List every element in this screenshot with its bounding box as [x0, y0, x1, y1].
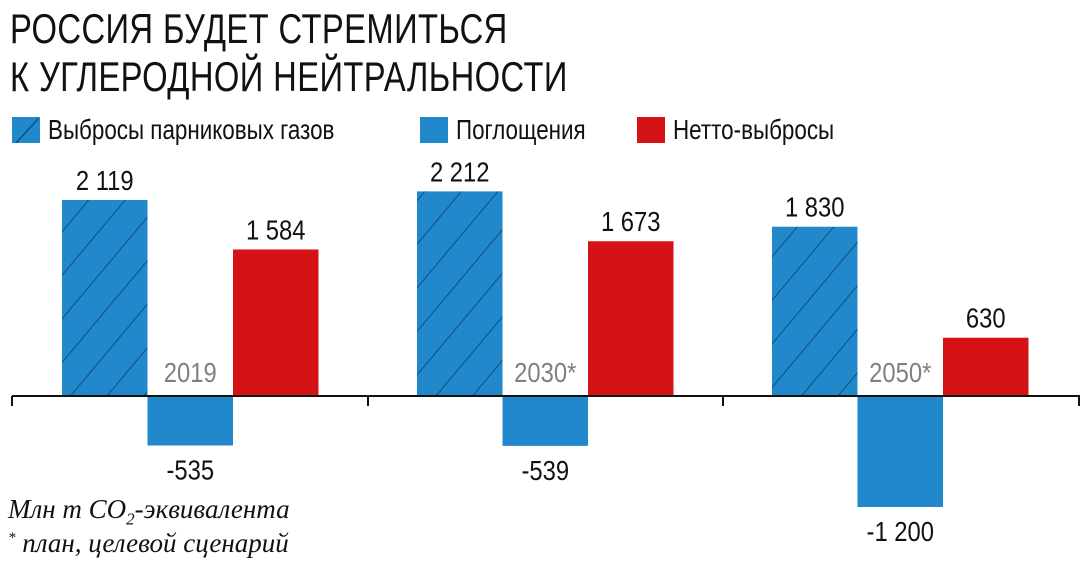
unit-note: Млн т CO2-эквивалента: [8, 494, 290, 529]
bar-emissions: [772, 226, 858, 396]
footnote-asterisk: *: [8, 530, 16, 546]
legend-item-emissions: Выбросы парниковых газов: [12, 114, 406, 146]
value-label: 1 584: [246, 214, 306, 246]
bar-emissions: [417, 191, 503, 396]
footnote-text: план, целевой сценарий: [15, 528, 289, 558]
chart-title-line-2: К УГЛЕРОДНОЙ НЕЙТРАЛЬНОСТИ: [10, 53, 568, 100]
bar-emissions: [62, 199, 148, 396]
bar-net: [233, 249, 319, 396]
bar-absorption: [147, 396, 233, 446]
legend-item-net: Нетто-выбросы: [637, 114, 874, 146]
category-label: 2030*: [514, 356, 576, 388]
legend-label: Нетто-выбросы: [673, 114, 835, 145]
category-label: 2050*: [869, 356, 931, 388]
value-label: -535: [166, 454, 214, 486]
legend-label: Выбросы парниковых газов: [48, 114, 335, 145]
value-label: 2 119: [76, 164, 134, 196]
chart-title-line-1: РОССИЯ БУДЕТ СТРЕМИТЬСЯ: [10, 5, 508, 52]
bar-net: [588, 241, 674, 396]
legend-item-absorption: Поглощения: [420, 114, 618, 146]
footnote: * план, целевой сценарий: [8, 528, 289, 559]
value-label: -539: [521, 454, 569, 486]
legend-swatch-emissions: [12, 117, 40, 143]
value-label: 2 212: [430, 156, 490, 188]
bar-absorption: [857, 396, 943, 507]
bar-absorption: [502, 396, 588, 446]
bar-net: [943, 337, 1029, 396]
legend-swatch-absorption: [420, 117, 448, 143]
unit-subscript: 2: [126, 509, 135, 529]
value-label: 1 830: [785, 191, 845, 223]
unit-text: Млн т CO: [8, 494, 127, 524]
value-label: 1 673: [601, 205, 661, 237]
value-label: 630: [966, 302, 1006, 334]
legend-label: Поглощения: [456, 114, 586, 145]
legend-swatch-net: [637, 117, 665, 143]
value-label: -1 200: [867, 515, 934, 547]
category-label: 2019: [164, 356, 217, 388]
unit-text-suffix: -эквивалента: [134, 494, 290, 524]
